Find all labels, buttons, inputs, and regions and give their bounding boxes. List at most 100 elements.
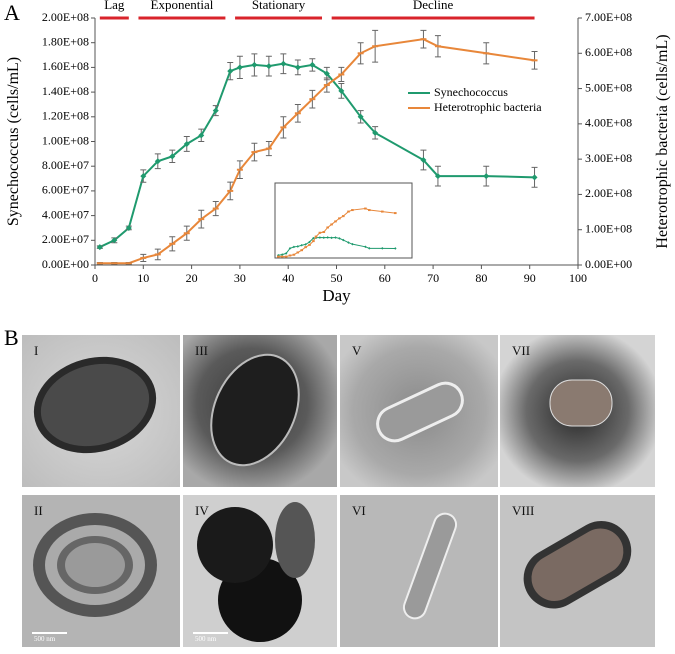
legend-label: Heterotrophic bacteria [434,100,542,114]
series-line [99,62,535,248]
y-tick-label: 1.60E+08 [42,59,89,73]
marker [318,231,322,234]
x-tick-label: 60 [379,271,391,285]
marker [483,173,490,180]
x-axis-label: Day [322,286,351,305]
marker [300,243,303,247]
micrograph-label: VI [352,503,366,518]
marker [140,256,147,259]
y-tick-label: 2.00E+08 [42,10,89,24]
cell [210,353,300,467]
y-tick-label: 0.00E+00 [42,257,89,271]
marker [125,224,132,231]
y2-tick-label: 5.00E+08 [585,80,632,94]
x-tick-label: 30 [234,271,246,285]
chart-a: 0 10 20 30 40 50 60 70 80 90 1000.00E+002.00E+074.… [5,0,671,305]
marker [308,240,311,244]
marker [169,242,176,245]
marker [251,61,258,68]
cell [376,381,464,443]
marker [364,207,367,210]
y2-tick-label: 2.00E+08 [585,186,632,200]
marker [198,132,205,139]
marker [314,235,318,238]
marker [318,236,322,239]
marker [309,61,316,68]
marker [330,223,333,226]
marker [312,236,315,240]
micrograph-label: V [352,343,362,358]
x-tick-label: 90 [524,271,536,285]
marker [531,174,538,181]
x-tick-label: 50 [331,271,343,285]
marker [227,68,234,75]
marker [420,157,427,164]
marker [280,126,287,129]
marker [338,73,345,76]
marker [420,38,427,41]
micrograph-label: IV [195,503,209,518]
y2-tick-label: 1.00E+08 [585,221,632,235]
marker [323,84,330,87]
y-tick-label: 1.00E+08 [42,133,89,147]
x-tick-label: 100 [569,271,587,285]
phase-label: Exponential [151,0,214,12]
micrograph-label: VIII [512,503,534,518]
y2-axis-label: Heterotrophic bacteria (cells/mL) [654,34,671,248]
micrograph-label: II [34,503,43,518]
marker [483,52,490,55]
marker [394,247,397,250]
phase-label: Decline [413,0,454,12]
y2-tick-label: 4.00E+08 [585,116,632,130]
marker [125,262,132,265]
marker [292,253,296,256]
cell [40,363,150,447]
marker [277,253,280,257]
marker [236,64,243,71]
marker [338,217,341,220]
marker [280,255,284,258]
y-tick-label: 6.00E+07 [42,183,89,197]
marker [364,245,367,249]
marker [372,45,379,48]
marker [284,255,288,258]
marker [212,107,219,114]
marker [294,112,301,115]
marker [322,236,326,239]
phase-label: Stationary [252,0,306,12]
cell [275,502,315,578]
marker [96,262,103,265]
y-tick-label: 8.00E+07 [42,158,89,172]
marker [330,236,333,240]
marker [434,45,441,48]
marker [140,173,147,180]
panel-label: A [4,0,20,25]
marker [296,245,300,248]
marker [312,240,315,243]
scale-bar-label: 500 nm [34,635,56,643]
y2-tick-label: 6.00E+08 [585,45,632,59]
marker [368,247,371,250]
x-tick-label: 20 [186,271,198,285]
marker [198,218,205,221]
micrograph-label: I [34,343,38,358]
y-tick-label: 4.00E+07 [42,207,89,221]
marker [334,236,337,239]
y2-tick-label: 3.00E+08 [585,151,632,165]
marker [381,210,384,213]
y-tick-label: 2.00E+07 [42,232,89,246]
cell [402,512,458,620]
marker [326,236,329,239]
marker [347,241,350,244]
marker [304,243,307,246]
marker [323,70,330,77]
marker [284,252,288,255]
marker [357,113,364,120]
marker [296,251,300,254]
cell [65,543,125,587]
x-tick-label: 80 [475,271,487,285]
marker [342,215,345,218]
y2-tick-label: 0.00E+00 [585,257,632,271]
